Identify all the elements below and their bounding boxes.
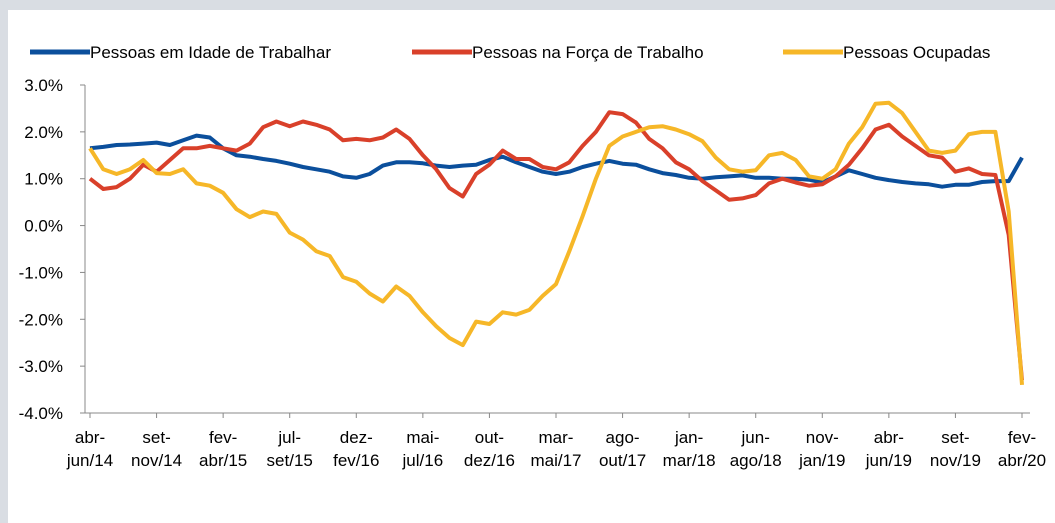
legend-label: Pessoas na Força de Trabalho [472,43,704,62]
legend-item: Pessoas na Força de Trabalho [412,43,704,62]
x-tick-label: abr-jun/14 [66,428,113,470]
panel [8,10,1055,523]
y-tick-label: -2.0% [19,310,63,329]
y-tick-label: -1.0% [19,263,63,282]
legend-item: Pessoas em Idade de Trabalhar [30,43,331,62]
x-tick-label: dez-fev/16 [333,428,379,470]
x-tick-label: ago-out/17 [599,428,646,470]
series-line [88,100,1024,386]
x-tick-label: abr-jun/19 [865,428,912,470]
y-tick-label: -4.0% [19,404,63,423]
legend-label: Pessoas em Idade de Trabalhar [90,43,331,62]
x-tick-label: nov-jan/19 [798,428,845,470]
x-tick-label: mai-jul/16 [402,428,444,470]
y-tick-label: 1.0% [24,170,63,189]
x-tick-label: jul-set/15 [267,428,313,470]
y-tick-label: -3.0% [19,357,63,376]
y-tick-label: 3.0% [24,76,63,95]
x-tick-label: fev-abr/20 [998,428,1046,470]
legend-label: Pessoas Ocupadas [843,43,990,62]
x-tick-label: out-dez/16 [464,428,515,470]
series-line [89,133,1024,189]
y-tick-label: 2.0% [24,123,63,142]
series-line [88,110,1024,381]
x-tick-label: fev-abr/15 [199,428,247,470]
x-tick-label: mar-mai/17 [530,428,581,470]
x-tick-label: set-nov/14 [131,428,182,470]
x-tick-label: jan-mar/18 [663,428,716,470]
legend-item: Pessoas Ocupadas [783,43,990,62]
x-tick-label: jun-ago/18 [730,428,782,470]
x-tick-label: set-nov/19 [930,428,981,470]
y-tick-label: 0.0% [24,217,63,236]
